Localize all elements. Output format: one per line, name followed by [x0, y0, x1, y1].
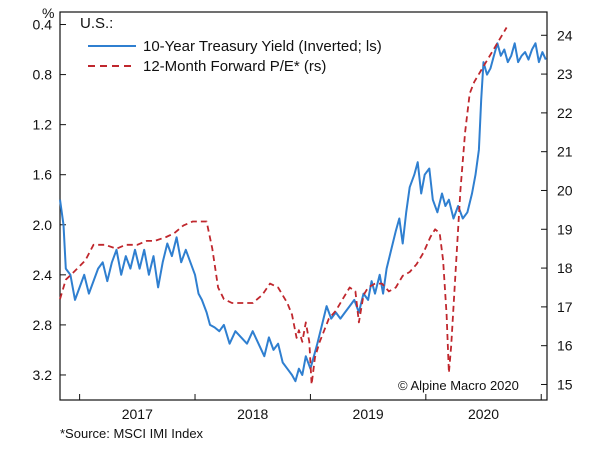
- left-tick-label-5: 2.4: [33, 267, 53, 283]
- right-tick-label-7: 22: [557, 105, 573, 121]
- credit-text: © Alpine Macro 2020: [398, 378, 519, 393]
- series-line-yield: [59, 42, 547, 383]
- left-tick-label-2: 1.2: [33, 117, 53, 133]
- legend-label-pe: 12-Month Forward P/E* (rs): [143, 58, 326, 75]
- legend-label-yield: 10-Year Treasury Yield (Inverted; ls): [143, 38, 382, 55]
- x-tick-label-1: 2018: [237, 406, 268, 422]
- x-tick-label-2: 2019: [353, 406, 384, 422]
- right-tick-label-0: 15: [557, 376, 573, 392]
- left-tick-label-6: 2.8: [33, 317, 53, 333]
- right-tick-label-1: 16: [557, 338, 573, 354]
- left-tick-label-3: 1.6: [33, 167, 53, 183]
- left-tick-label-4: 2.0: [33, 217, 53, 233]
- axes-layer: 0.4 0.8 1.2 1.6 2.0 2.4 2.8 3.2 15 16 17 18 19 20 21 22…: [33, 11, 573, 422]
- x-tick-label-3: 2020: [468, 406, 499, 422]
- right-tick-label-4: 19: [557, 221, 573, 237]
- right-tick-label-6: 21: [557, 144, 573, 160]
- right-tick-label-9: 24: [557, 27, 573, 43]
- x-tick-label-0: 2017: [122, 406, 153, 422]
- left-tick-label-1: 0.8: [33, 67, 53, 83]
- left-tick-label-0: 0.4: [33, 17, 53, 33]
- right-tick-label-8: 23: [557, 66, 573, 82]
- source-note: *Source: MSCI IMI Index: [60, 426, 204, 441]
- chart-subtitle: U.S.:: [80, 15, 113, 32]
- right-tick-label-2: 17: [557, 299, 573, 315]
- right-tick-label-3: 18: [557, 260, 573, 276]
- left-tick-label-7: 3.2: [33, 367, 53, 383]
- legend: 10-Year Treasury Yield (Inverted; ls) 12…: [88, 38, 382, 75]
- series-layer: [59, 27, 547, 386]
- right-tick-label-5: 20: [557, 182, 573, 198]
- left-axis-unit: %: [42, 5, 54, 21]
